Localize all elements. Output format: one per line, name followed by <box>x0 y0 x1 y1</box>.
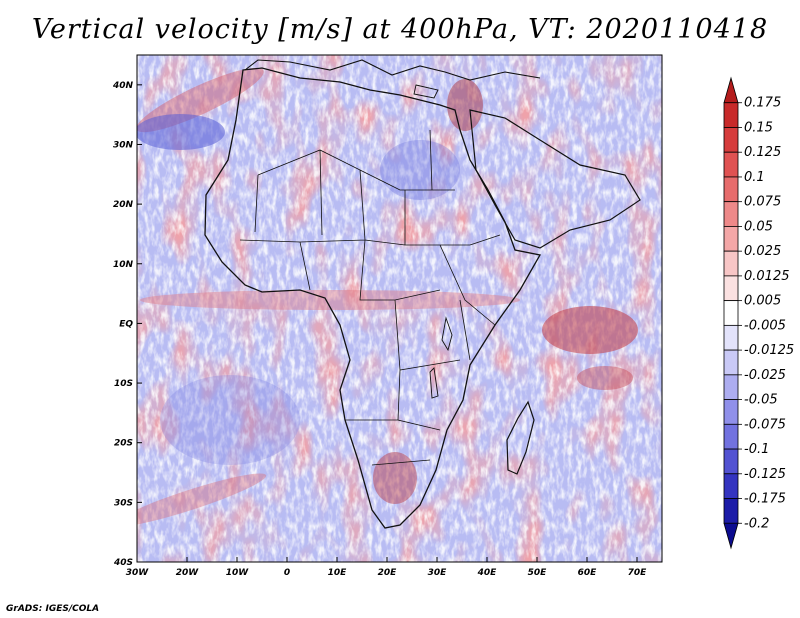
colorbar-segment <box>723 201 739 227</box>
x-tick-label: 0 <box>284 568 290 578</box>
y-tick-label: EQ <box>119 319 133 329</box>
colorbar-label: -0.1 <box>744 442 769 457</box>
colorbar-segment <box>723 151 739 178</box>
x-tick-label: 30W <box>126 568 150 578</box>
ocean-lakes <box>413 84 453 399</box>
x-tick-label: 70E <box>628 568 648 578</box>
south-atlantic-band <box>137 473 267 527</box>
y-tick-label: 30N <box>113 140 134 150</box>
y-tick-label: 30S <box>114 498 133 508</box>
colorbar-label: -0.125 <box>744 467 786 482</box>
colorbar-segment <box>723 522 739 550</box>
grads-credit: GrADS: IGES/COLA <box>6 604 100 614</box>
colorbar-segment <box>723 324 739 351</box>
x-tick-label: 10W <box>226 568 250 578</box>
colorbar-segment <box>723 498 739 524</box>
colorbar-segment <box>723 473 739 499</box>
europe-coastline <box>244 59 541 81</box>
x-tick-label: 20W <box>176 568 200 578</box>
colorbar-label: -0.0125 <box>744 343 794 358</box>
x-tick-label: 20E <box>378 568 398 578</box>
colorbar-segment <box>723 374 739 400</box>
colorbar-label: 0.175 <box>744 96 781 111</box>
arabian-sea-updraft <box>542 306 638 354</box>
arabia-coastline <box>469 109 641 249</box>
colorbar: 0.175 0.15 0.125 0.1 0.075 0.05 0.025 0.0125 0.0… <box>723 76 794 550</box>
colorbar-label: 0.05 <box>744 219 773 234</box>
country-borders <box>239 129 501 466</box>
southern-africa-updraft <box>373 452 417 504</box>
colorbar-label: -0.075 <box>744 417 786 432</box>
y-tick-label: 20S <box>114 439 133 449</box>
colorbar-segment <box>723 349 739 376</box>
colorbar-label: 0.0125 <box>744 269 790 284</box>
colorbar-segment <box>723 250 739 277</box>
colorbar-label: -0.175 <box>744 492 786 507</box>
y-tick-label: 40N <box>112 81 134 91</box>
africa-coastline <box>204 67 542 529</box>
colorbar-label: 0.005 <box>744 294 781 309</box>
x-axis: 30W 20W 10W 0 10E 20E 30E 40E 50E 60E 70E <box>126 557 647 578</box>
colorbar-segment <box>723 448 739 475</box>
y-tick-label: 10N <box>113 260 134 270</box>
colorbar-segment <box>723 226 739 252</box>
chart-title: Vertical velocity [m/s] at 400hPa, VT: 2… <box>31 14 769 45</box>
colorbar-label: -0.005 <box>744 318 786 333</box>
plot-frame <box>136 54 663 563</box>
y-axis: 40N 30N 20N 10N EQ 10S 20S 30S 40S <box>112 81 142 568</box>
colorbar-segment <box>723 399 739 425</box>
y-tick-label: 20N <box>113 200 134 210</box>
intertropical-convergence-band <box>140 290 520 310</box>
colorbar-label: -0.025 <box>744 368 786 383</box>
vertical-velocity-field <box>137 55 662 562</box>
colorbar-label: 0.1 <box>744 170 765 185</box>
x-tick-label: 60E <box>578 568 598 578</box>
colorbar-segment <box>723 423 739 450</box>
indian-ocean-updraft <box>577 366 633 390</box>
colorbar-segment <box>723 102 739 128</box>
x-tick-label: 10E <box>328 568 348 578</box>
colorbar-segment <box>723 275 739 302</box>
colorbar-label: 0.025 <box>744 244 781 259</box>
x-tick-label: 50E <box>528 568 548 578</box>
x-tick-label: 40E <box>477 568 498 578</box>
colorbar-segment <box>723 176 739 203</box>
saharan-descent <box>380 140 460 200</box>
madagascar-coastline <box>506 400 535 475</box>
y-tick-label: 10S <box>114 379 133 389</box>
colorbar-segment <box>723 76 739 104</box>
colorbar-label: 0.075 <box>744 195 781 210</box>
x-tick-label: 30E <box>428 568 448 578</box>
y-tick-label: 40S <box>113 558 133 568</box>
colorbar-label: -0.2 <box>744 516 769 531</box>
east-med-updraft <box>447 79 483 131</box>
colorbar-segment <box>723 127 739 153</box>
north-atlantic-descent <box>137 114 225 150</box>
colorbar-label: 0.15 <box>744 120 773 135</box>
chart-figure: 30W 20W 10W 0 10E 20E 30E 40E 50E 60E 70E 40N 30N 20… <box>112 54 794 578</box>
colorbar-label: -0.05 <box>744 393 778 408</box>
colorbar-label: 0.125 <box>744 145 781 160</box>
southeast-atlantic-descent <box>160 375 300 465</box>
colorbar-segment <box>723 300 739 326</box>
